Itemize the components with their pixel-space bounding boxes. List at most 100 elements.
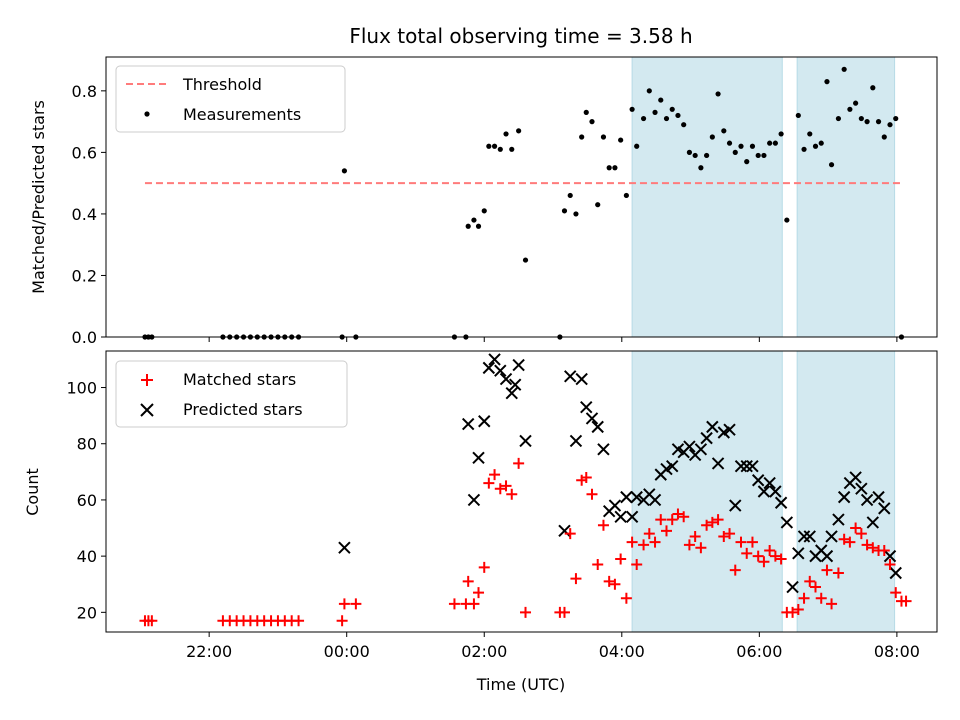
x-tick-label: 02:00: [461, 642, 507, 661]
measurement-point: [634, 143, 640, 149]
matched-star-point: [741, 547, 753, 559]
matched-star-point: [764, 545, 776, 557]
predicted-star-point: [461, 417, 475, 431]
x-tick-label: 08:00: [874, 642, 920, 661]
predicted-star-point: [683, 440, 696, 453]
matched-star-point: [838, 533, 850, 545]
measurement-point: [772, 140, 778, 146]
predicted-star-point: [694, 443, 708, 456]
plot-frame-bottom: [105, 350, 938, 633]
predicted-star-point: [832, 513, 845, 526]
matched-star-point: [695, 542, 707, 554]
matched-star-point: [478, 561, 490, 573]
predicted-star-point: [666, 460, 679, 473]
measurement-point: [658, 97, 664, 103]
matched-star-point: [666, 514, 678, 526]
measurement-point: [629, 106, 635, 112]
measurement-point: [744, 159, 750, 165]
measurement-point: [795, 112, 801, 119]
matched-star-point: [631, 559, 643, 571]
observing-window: [631, 350, 783, 633]
legend-predicted-label: Predicted stars: [183, 400, 303, 419]
matched-star-point: [643, 528, 655, 540]
predicted-star-point: [488, 353, 501, 366]
x-tick-label: 22:00: [186, 642, 232, 661]
predicted-star-point: [751, 474, 765, 487]
x-tick-label: 04:00: [599, 642, 645, 661]
matched-star-point: [867, 542, 879, 554]
measurement-point: [801, 146, 807, 152]
measurement-point: [755, 152, 761, 159]
observing-window: [796, 56, 896, 338]
matched-star-point: [775, 553, 787, 565]
observing-window: [631, 56, 783, 338]
x-tick-label: 00:00: [324, 642, 370, 661]
matched-star-point: [850, 522, 862, 534]
predicted-star-point: [648, 493, 662, 507]
matched-star-point: [655, 514, 667, 526]
matched-star-point: [462, 575, 474, 587]
measurement-point: [509, 146, 515, 152]
measurement-point: [663, 115, 670, 122]
matched-star-point: [861, 539, 873, 551]
matched-star-point: [826, 598, 838, 610]
matched-star-point: [706, 516, 718, 528]
matched-star-point: [735, 536, 747, 548]
chart-title: Flux total observing time = 3.58 h: [349, 24, 692, 48]
predicted-star-point: [519, 434, 532, 448]
measurement-point: [475, 223, 482, 229]
matched-star-point: [146, 615, 158, 627]
measurement-point: [732, 149, 738, 155]
matched-star-point: [293, 615, 305, 627]
matched-star-point: [473, 587, 485, 599]
measurement-point: [640, 115, 647, 122]
matched-star-point: [513, 457, 525, 469]
measurement-point: [573, 211, 579, 217]
x-axis-label: Time (UTC): [476, 675, 565, 694]
measurement-point: [875, 119, 882, 125]
y-tick-label: 40: [77, 547, 97, 566]
predicted-star-point: [508, 378, 522, 391]
matched-star-point: [798, 592, 810, 604]
predicted-star-point: [797, 530, 811, 543]
matched-star-point: [494, 483, 506, 495]
matched-star-point: [855, 528, 867, 540]
y-tick-label: 20: [77, 603, 97, 622]
matched-star-point: [787, 606, 799, 618]
observing-windows-bottom: [631, 350, 896, 633]
predicted-star-point: [803, 530, 816, 543]
measurement-point: [686, 149, 693, 155]
predicted-star-point: [849, 471, 862, 484]
matched-star-point: [649, 536, 661, 548]
counts-plot: [139, 353, 912, 627]
predicted-star-point: [872, 490, 885, 504]
measurement-point: [881, 134, 887, 140]
predicted-star-point: [494, 364, 507, 377]
y-tick-label: 0.2: [72, 266, 97, 285]
predicted-star-point: [512, 358, 525, 372]
matched-star-point: [603, 575, 615, 587]
predicted-star-point: [825, 530, 838, 543]
predicted-star-point: [569, 434, 583, 448]
predicted-star-point: [580, 400, 593, 414]
measurement-point: [853, 100, 859, 106]
predicted-star-point: [338, 541, 351, 554]
matched-star-point: [620, 592, 632, 604]
matched-star-point: [660, 525, 672, 537]
measurement-point: [612, 165, 618, 171]
measurements-plot: [142, 66, 905, 340]
legend-top: Threshold Measurements: [115, 65, 346, 133]
matched-star-point: [769, 550, 781, 562]
bottom-panel: 20 40 60 80 100 22:00 00:00 02:00 04:00 06:00 08:…: [23, 350, 938, 694]
matched-star-point: [678, 511, 690, 523]
predicted-star-point: [625, 510, 639, 523]
matched-star-point: [752, 550, 764, 562]
measurement-point: [618, 137, 624, 143]
predicted-star-point: [792, 547, 805, 560]
y-tick-label: 0.0: [72, 328, 97, 347]
measurement-point: [567, 192, 573, 199]
measurement-point: [623, 192, 629, 199]
matched-star-point: [558, 606, 570, 618]
y-tick-label: 60: [77, 491, 97, 510]
